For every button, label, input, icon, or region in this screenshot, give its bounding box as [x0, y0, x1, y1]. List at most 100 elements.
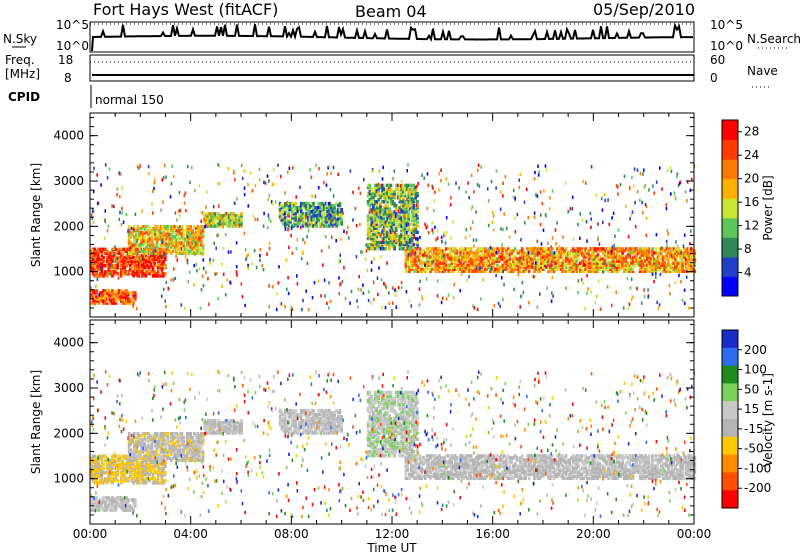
data-cell: [407, 240, 410, 245]
noise-cell: [341, 279, 344, 284]
data-cell: [95, 498, 98, 502]
noise-cell: [221, 262, 223, 266]
data-cell: [180, 448, 184, 452]
data-cell: [372, 222, 375, 226]
data-cell: [123, 266, 127, 270]
data-cell: [142, 464, 146, 469]
noise-cell: [364, 257, 367, 261]
data-cell: [389, 238, 393, 243]
data-cell: [132, 266, 135, 270]
data-cell: [688, 249, 691, 253]
data-cell: [482, 261, 485, 265]
data-cell: [573, 261, 577, 265]
data-cell: [175, 245, 178, 249]
data-cell: [368, 230, 372, 234]
noise-cell: [639, 171, 642, 176]
data-cell: [434, 249, 438, 253]
data-cell: [647, 257, 651, 261]
data-cell: [144, 479, 148, 483]
data-cell: [545, 261, 549, 265]
data-cell: [298, 208, 301, 212]
data-cell: [644, 255, 647, 259]
noise-cell: [449, 203, 452, 207]
data-cell: [152, 450, 155, 454]
data-cell: [155, 446, 159, 450]
data-cell: [682, 247, 686, 251]
data-cell: [389, 236, 393, 241]
data-cell: [372, 208, 375, 212]
data-cell: [398, 244, 402, 249]
data-cell: [156, 255, 160, 260]
data-cell: [416, 240, 419, 245]
data-cell: [200, 227, 203, 231]
data-cell: [475, 251, 478, 255]
date-label: 05/Sep/2010: [593, 0, 695, 19]
data-cell: [131, 245, 134, 249]
data-cell: [373, 210, 377, 214]
data-cell: [549, 263, 552, 267]
data-cell: [571, 253, 575, 257]
data-cell: [630, 261, 633, 265]
data-cell: [370, 200, 373, 204]
data-cell: [112, 508, 116, 512]
noise-cell: [517, 272, 520, 277]
data-cell: [93, 274, 97, 278]
data-cell: [391, 216, 395, 220]
noise-cell: [688, 306, 690, 310]
data-cell: [538, 257, 542, 261]
data-cell: [462, 263, 466, 267]
data-cell: [661, 257, 665, 261]
data-cell: [148, 473, 151, 477]
data-cell: [640, 253, 644, 257]
data-cell: [130, 299, 134, 303]
data-cell: [608, 247, 612, 251]
data-cell: [111, 504, 114, 508]
data-cell: [155, 479, 158, 483]
data-cell: [416, 206, 419, 210]
data-cell: [104, 502, 107, 506]
data-cell: [446, 253, 450, 257]
data-cell: [107, 473, 111, 477]
data-cell: [410, 238, 414, 243]
data-cell: [398, 198, 402, 202]
data-cell: [200, 229, 203, 233]
data-cell: [480, 257, 483, 261]
data-cell: [621, 261, 624, 265]
data-cell: [420, 267, 423, 271]
data-cell: [173, 239, 177, 243]
data-cell: [407, 212, 410, 216]
data-cell: [119, 297, 123, 301]
data-cell: [412, 214, 416, 218]
data-cell: [441, 261, 445, 265]
noise-cell: [392, 195, 395, 199]
data-cell: [105, 462, 109, 467]
data-cell: [135, 477, 139, 481]
data-cell: [373, 208, 377, 212]
data-cell: [688, 257, 691, 261]
data-cell: [580, 269, 584, 273]
data-cell: [118, 247, 121, 251]
data-cell: [610, 257, 614, 261]
data-cell: [112, 293, 116, 297]
data-cell: [453, 257, 457, 261]
data-cell: [175, 448, 178, 452]
data-cell: [116, 289, 119, 293]
data-cell: [475, 261, 478, 265]
data-cell: [443, 269, 446, 273]
data-cell: [136, 229, 140, 233]
data-cell: [398, 236, 402, 241]
data-cell: [278, 210, 282, 214]
noise-cell: [489, 246, 492, 250]
data-cell: [129, 231, 133, 235]
data-cell: [415, 247, 418, 251]
data-cell: [416, 200, 419, 204]
data-cell: [191, 245, 194, 249]
data-cell: [123, 468, 127, 473]
data-cell: [545, 253, 549, 257]
data-cell: [584, 267, 587, 271]
data-cell: [425, 253, 429, 257]
data-cell: [686, 251, 690, 255]
noise-cell: [94, 302, 97, 306]
data-cell: [663, 255, 667, 259]
data-cell: [185, 249, 189, 253]
